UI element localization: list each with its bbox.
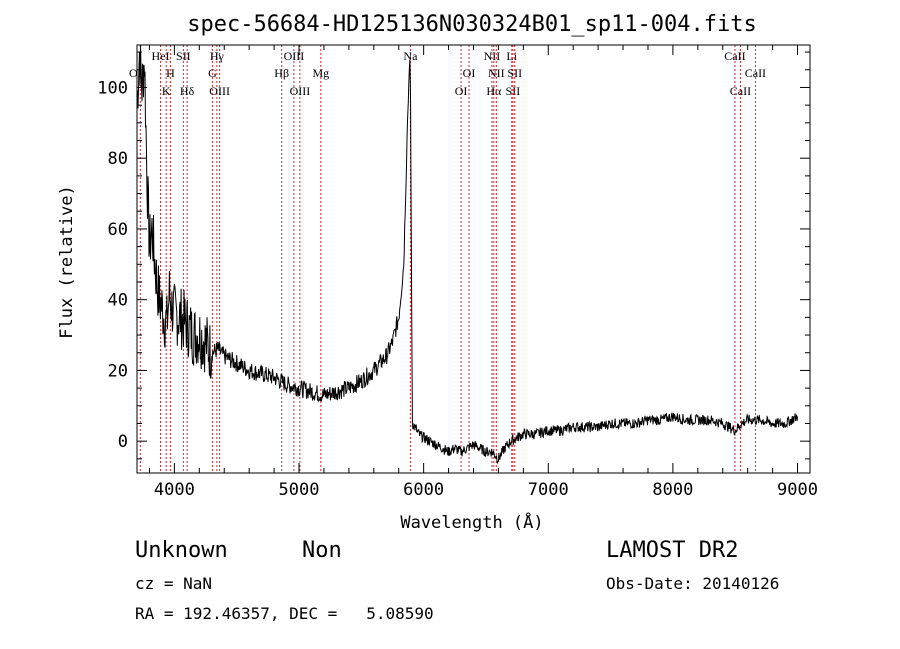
- plot-frame: [136, 44, 811, 474]
- spectrum-series-line: [136, 44, 798, 465]
- line-markers: OIIHeIKHSIIHδGHγOIIIHβOIIIOIIIMgNaOIOINI…: [129, 45, 766, 473]
- x-tick-label: 8000: [652, 480, 693, 500]
- line-marker-label: SII: [506, 84, 521, 98]
- y-axis-label: Flux (relative): [57, 185, 77, 339]
- line-marker-label: NII: [484, 49, 501, 63]
- x-tick-label: 7000: [528, 480, 569, 500]
- line-marker-label: OI: [455, 84, 468, 98]
- coordinates: RA = 192.46357, DEC = 5.08590: [135, 604, 434, 623]
- line-marker-label: SII: [176, 49, 191, 63]
- line-marker-label: K: [162, 84, 171, 98]
- object-subclass: Non: [302, 538, 342, 563]
- line-marker-label: Hβ: [274, 66, 289, 80]
- y-tick-label: 80: [108, 149, 128, 169]
- line-marker-label: Hγ: [210, 49, 225, 63]
- line-marker-label: OIII: [209, 84, 230, 98]
- obs-date: Obs-Date: 20140126: [606, 574, 780, 593]
- line-marker-label: SII: [507, 66, 522, 80]
- x-axis-label: Wavelength (Å): [400, 511, 543, 533]
- line-marker-label: H: [166, 66, 175, 80]
- redshift-cz: cz = NaN: [135, 574, 213, 593]
- line-marker-label: G: [208, 66, 217, 80]
- x-tick-label: 6000: [403, 480, 444, 500]
- line-marker-label: Hδ: [180, 84, 195, 98]
- x-tick-label: 5000: [279, 480, 320, 500]
- line-marker-label: CaII: [730, 84, 751, 98]
- line-marker-label: NII: [488, 66, 505, 80]
- line-marker-label: CaII: [745, 66, 766, 80]
- y-tick-label: 0: [118, 432, 128, 452]
- x-axis: 4000 5000 6000 7000 8000 9000: [148, 45, 818, 500]
- line-marker-label: Hα: [486, 84, 502, 98]
- x-tick-label: 9000: [777, 480, 818, 500]
- object-class: Unknown: [135, 538, 228, 563]
- line-marker-label: Li: [506, 49, 517, 63]
- y-tick-label: 40: [108, 291, 128, 311]
- line-marker-label: OIII: [284, 49, 305, 63]
- x-tick-label: 4000: [154, 480, 195, 500]
- y-tick-label: 100: [97, 78, 128, 98]
- survey-name: LAMOST DR2: [606, 538, 739, 563]
- y-axis: 0 20 40 60 80 100: [97, 51, 810, 460]
- line-marker-label: CaII: [724, 49, 745, 63]
- line-marker-label: Na: [403, 49, 418, 63]
- line-marker-label: OI: [463, 66, 476, 80]
- line-marker-label: HeI: [152, 49, 170, 63]
- line-marker-label: Mg: [312, 66, 329, 80]
- y-tick-label: 20: [108, 361, 128, 381]
- chart-title: spec-56684-HD125136N030324B01_sp11-004.f…: [187, 12, 757, 37]
- line-marker-label: OIII: [290, 84, 311, 98]
- y-tick-label: 60: [108, 220, 128, 240]
